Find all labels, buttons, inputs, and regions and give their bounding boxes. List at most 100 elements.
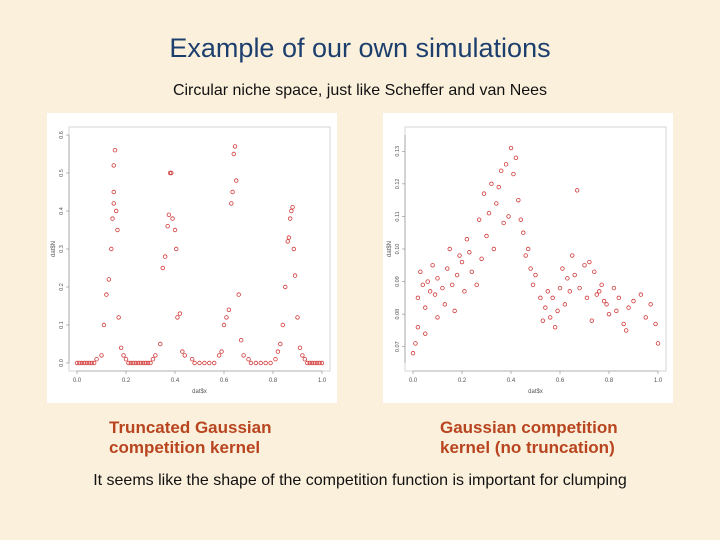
data-point [513, 155, 519, 160]
data-point [496, 184, 501, 190]
data-point [560, 266, 565, 271]
data-point [511, 171, 516, 177]
data-point [420, 282, 425, 288]
data-point [99, 353, 104, 358]
data-point [121, 353, 126, 358]
caption-gaussian-kernel: Gaussian competition kernel (no truncati… [440, 418, 618, 457]
data-point [621, 321, 626, 327]
x-tick-label: 0.6 [556, 378, 565, 384]
data-point [289, 208, 294, 214]
data-point [302, 356, 308, 362]
data-point [616, 295, 621, 301]
data-point [113, 208, 119, 214]
data-point [160, 265, 165, 271]
x-tick-label: 0.2 [458, 378, 467, 384]
data-point [211, 360, 217, 366]
data-point [626, 305, 631, 310]
data-point [275, 349, 281, 354]
y-tick-label: 0.10 [395, 244, 401, 255]
data-point [543, 305, 548, 310]
data-point [423, 331, 428, 336]
data-point [177, 311, 183, 316]
data-point [74, 360, 80, 366]
y-tick-label: 0.1 [59, 321, 65, 329]
data-point [104, 292, 109, 297]
data-point [501, 220, 506, 226]
data-point [280, 322, 285, 328]
data-point [175, 315, 180, 320]
data-point [300, 353, 305, 358]
data-point [459, 259, 465, 265]
data-point [503, 162, 509, 167]
data-point [577, 285, 582, 291]
data-point [540, 318, 546, 323]
data-point [174, 246, 179, 252]
data-point [457, 253, 462, 258]
data-point [131, 360, 136, 366]
data-point [241, 353, 246, 358]
data-point [307, 360, 312, 366]
slide-title: Example of our own simulations [169, 33, 551, 63]
data-point [552, 324, 558, 330]
data-point [533, 272, 538, 278]
data-point [508, 145, 514, 151]
data-point [550, 295, 555, 301]
data-point [530, 282, 536, 288]
data-point [484, 233, 489, 239]
data-point [87, 360, 92, 366]
x-tick-label: 0.0 [73, 378, 82, 384]
data-point [449, 282, 455, 288]
data-point [574, 188, 580, 193]
data-point [136, 360, 141, 366]
data-point [410, 351, 416, 356]
data-point [469, 269, 474, 274]
data-point [415, 295, 421, 301]
scatter-plot-gaussian: 0.0 0.2 0.4 0.6 0.8 1.0 0.07 0.08 0.09 0.10 0.11 0.… [383, 113, 673, 403]
y-tick-label: 0.6 [59, 131, 65, 139]
data-point [182, 353, 187, 358]
data-point [166, 212, 172, 217]
data-point [230, 189, 235, 195]
data-point [111, 163, 116, 168]
plot-frame [404, 126, 667, 372]
x-tick-label: 1.0 [654, 378, 663, 384]
data-point [158, 341, 163, 347]
y-axis-label: dat$N [387, 241, 393, 257]
data-point [555, 308, 560, 314]
data-point [427, 289, 433, 294]
data-point [234, 178, 239, 183]
data-point [317, 360, 322, 366]
x-tick-label: 0.8 [269, 378, 278, 384]
data-point [133, 360, 138, 366]
data-point [148, 360, 153, 366]
data-point [112, 148, 118, 153]
data-point [285, 239, 290, 244]
data-point [452, 308, 457, 314]
data-point [246, 356, 251, 362]
data-point [489, 181, 494, 187]
data-point [106, 277, 112, 282]
data-point [111, 201, 116, 206]
data-point [77, 360, 82, 366]
data-point [565, 276, 570, 281]
x-tick-label: 0.4 [171, 378, 180, 384]
data-point [295, 315, 300, 320]
data-point [314, 360, 320, 366]
data-point [486, 210, 492, 216]
data-point [442, 302, 448, 307]
data-point [445, 266, 450, 271]
data-point [423, 305, 428, 310]
data-point [118, 345, 124, 350]
data-point [432, 292, 438, 297]
data-point [611, 285, 617, 291]
data-point [216, 353, 222, 358]
data-point [138, 360, 143, 366]
data-point [572, 272, 577, 278]
data-point [592, 269, 597, 274]
data-point [623, 328, 629, 333]
data-point [594, 292, 599, 297]
data-point [128, 360, 134, 366]
data-point [506, 214, 511, 219]
data-point [418, 269, 423, 274]
data-point [116, 315, 121, 320]
